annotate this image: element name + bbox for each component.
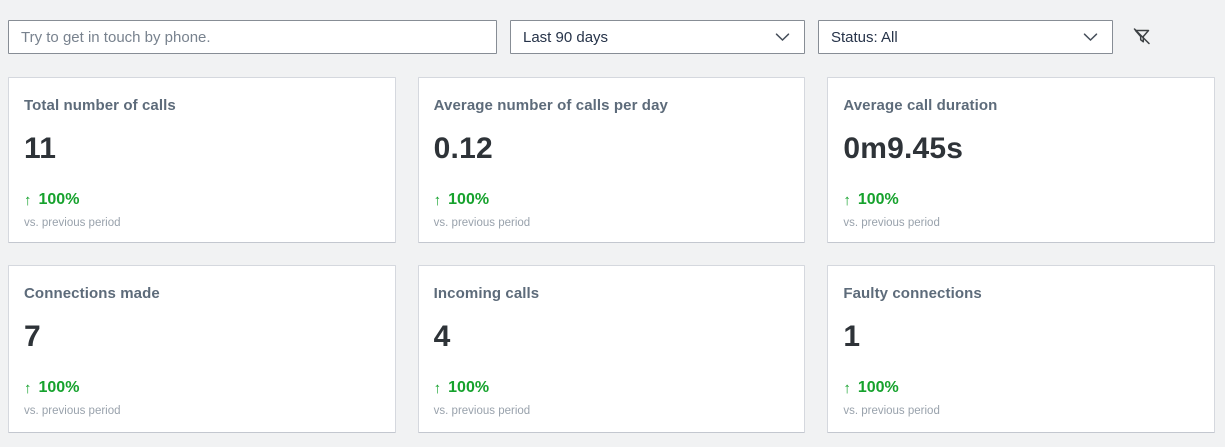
up-arrow-icon: ↑ (24, 191, 32, 209)
date-range-value: Last 90 days (523, 28, 609, 46)
stat-card-avg-call-duration: Average call duration 0m9.45s ↑ 100% vs.… (827, 77, 1215, 243)
date-range-select[interactable]: Last 90 days (510, 20, 805, 54)
stat-card-delta: ↑ 100% (434, 379, 789, 397)
stat-card-avg-calls-per-day: Average number of calls per day 0.12 ↑ 1… (417, 77, 806, 243)
up-arrow-icon: ↑ (843, 379, 851, 397)
stat-card-compare-label: vs. previous period (433, 405, 531, 417)
stat-card-title: Connections made (24, 285, 160, 302)
stat-cards-grid: Total number of calls 11 ↑ 100% vs. prev… (8, 77, 1215, 433)
stat-card-delta-value: 100% (38, 191, 80, 208)
up-arrow-icon: ↑ (433, 379, 442, 397)
stat-card-delta-value: 100% (38, 379, 80, 396)
stat-card-value: 0.12 (433, 132, 493, 165)
chevron-down-icon (1083, 32, 1098, 42)
stat-card-value: 0m9.45s (843, 132, 964, 165)
stat-card-title: Incoming calls (433, 285, 540, 302)
stat-card-compare-label: vs. previous period (433, 217, 531, 229)
status-select[interactable]: Status: All (818, 20, 1113, 54)
up-arrow-icon: ↑ (24, 379, 32, 397)
stat-card-delta-value: 100% (857, 379, 899, 396)
stat-card-value: 11 (24, 132, 57, 165)
stat-card-title: Total number of calls (24, 97, 176, 114)
stat-card-delta-value: 100% (857, 191, 899, 208)
up-arrow-icon: ↑ (843, 191, 851, 209)
stat-card-value: 1 (843, 320, 861, 353)
stat-card-compare-label: vs. previous period (24, 405, 121, 417)
clear-filters-icon[interactable] (1130, 25, 1154, 49)
up-arrow-icon: ↑ (433, 191, 442, 209)
stat-card-title: Faulty connections (843, 285, 982, 302)
stat-card-delta: ↑ 100% (24, 191, 379, 209)
filter-bar: Last 90 days Status: All (8, 20, 1217, 54)
stat-card-title: Average call duration (843, 97, 998, 114)
stat-card-value: 7 (24, 320, 41, 353)
stat-card-title: Average number of calls per day (433, 97, 668, 114)
stat-card-total-calls: Total number of calls 11 ↑ 100% vs. prev… (8, 77, 396, 243)
stat-card-value: 4 (433, 320, 451, 353)
stat-card-compare-label: vs. previous period (843, 405, 940, 417)
stat-card-delta: ↑ 100% (843, 191, 1198, 209)
stat-card-delta-value: 100% (448, 379, 490, 396)
status-value: Status: All (831, 28, 898, 46)
stat-card-connections-made: Connections made 7 ↑ 100% vs. previous p… (8, 265, 396, 433)
stat-card-delta: ↑ 100% (24, 379, 379, 397)
stat-card-faulty-connections: Faulty connections 1 ↑ 100% vs. previous… (827, 265, 1215, 433)
stat-card-delta-value: 100% (448, 191, 490, 208)
stat-card-delta: ↑ 100% (843, 379, 1198, 397)
search-input[interactable] (8, 20, 497, 54)
stat-card-compare-label: vs. previous period (24, 217, 121, 229)
stat-card-incoming-calls: Incoming calls 4 ↑ 100% vs. previous per… (417, 265, 806, 433)
chevron-down-icon (775, 32, 790, 42)
stat-card-delta: ↑ 100% (434, 191, 789, 209)
stat-card-compare-label: vs. previous period (843, 217, 940, 229)
